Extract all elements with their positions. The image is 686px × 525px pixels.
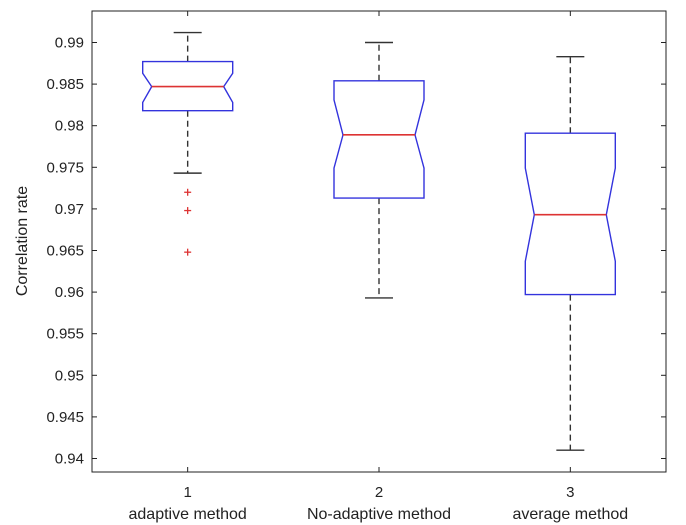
x-tick-label: 1 — [183, 484, 191, 501]
y-axis-label: Correlation rate — [14, 186, 31, 296]
y-tick-label: 0.985 — [46, 76, 84, 93]
y-tick-label: 0.94 — [55, 451, 84, 468]
x-category-label: adaptive method — [129, 506, 247, 523]
y-tick-label: 0.955 — [46, 326, 84, 343]
box-series — [141, 31, 616, 451]
notched-box — [141, 60, 234, 112]
notched-box — [524, 132, 616, 296]
outlier-marker — [184, 248, 192, 256]
y-tick-label: 0.95 — [55, 367, 84, 384]
x-category-label: No-adaptive method — [307, 506, 451, 523]
y-tick-label: 0.975 — [46, 159, 84, 176]
y-tick-label: 0.97 — [55, 201, 84, 218]
x-tick-label: 3 — [566, 484, 574, 501]
x-axis-ticks: 1 adaptive method 2 No-adaptive method 3 aver… — [129, 11, 629, 523]
x-category-label: average method — [513, 506, 629, 523]
y-tick-label: 0.945 — [46, 409, 84, 426]
box-group — [333, 41, 425, 299]
y-tick-label: 0.96 — [55, 284, 84, 301]
y-tick-label: 0.99 — [55, 35, 84, 52]
box-group — [141, 31, 234, 256]
outlier-marker — [184, 207, 192, 215]
notched-box — [333, 80, 425, 199]
y-tick-label: 0.965 — [46, 243, 84, 260]
box-group — [524, 55, 616, 451]
x-tick-label: 2 — [375, 484, 383, 501]
y-axis-ticks: 0.94 0.945 0.95 0.955 0.96 0.965 0.97 0.975 0.98… — [46, 35, 666, 468]
outlier-marker — [184, 188, 192, 196]
y-tick-label: 0.98 — [55, 118, 84, 135]
